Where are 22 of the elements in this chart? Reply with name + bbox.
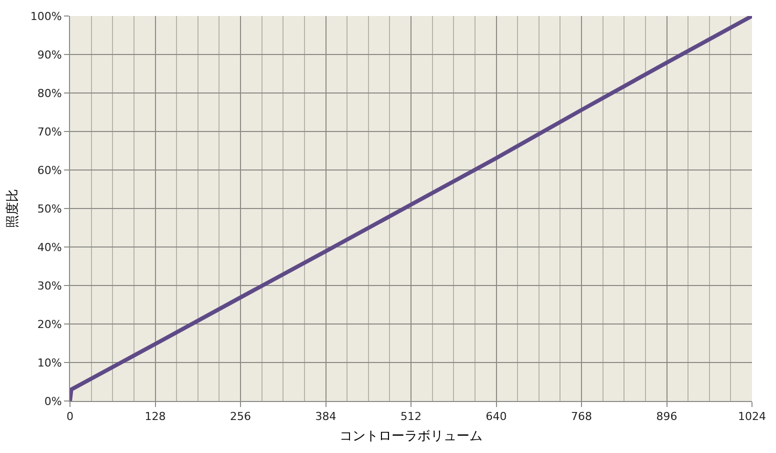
y-tick-label: 20% xyxy=(37,318,62,331)
y-tick-label: 100% xyxy=(30,10,62,23)
x-tick-label: 512 xyxy=(400,410,422,424)
x-tick-label: 128 xyxy=(144,410,166,424)
x-tick-label: 640 xyxy=(486,410,507,424)
y-tick-label: 80% xyxy=(37,86,62,100)
y-tick-label: 30% xyxy=(37,279,62,292)
x-axis-title: コントローラボリューム xyxy=(340,428,482,444)
y-tick-label: 90% xyxy=(37,48,62,62)
x-tick-label: 768 xyxy=(571,410,592,424)
y-tick-label: 70% xyxy=(37,125,62,138)
x-tick-label: 384 xyxy=(315,410,336,424)
x-tick-label: 1024 xyxy=(738,410,766,424)
x-tick-label: 896 xyxy=(656,410,678,424)
y-tick-label: 60% xyxy=(37,164,62,177)
x-tick-label: 256 xyxy=(230,410,251,424)
y-tick-label: 40% xyxy=(37,240,62,254)
x-tick-label: 0 xyxy=(66,410,74,424)
y-axis-title: 照度比 xyxy=(4,189,20,228)
y-tick-label: 10% xyxy=(37,356,62,370)
y-tick-label: 0% xyxy=(44,394,62,408)
y-tick-label: 50% xyxy=(37,202,62,216)
